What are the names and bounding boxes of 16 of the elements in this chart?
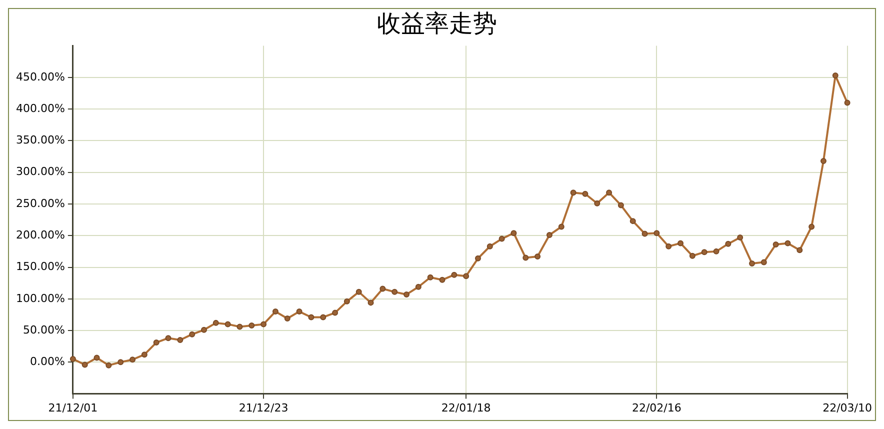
y-tick-label: 400.00% — [16, 102, 65, 115]
y-tick-label: 200.00% — [16, 228, 65, 242]
x-tick-label: 22/03/10 — [822, 401, 872, 414]
y-tick-label: 150.00% — [16, 260, 65, 274]
x-tick-label: 22/02/16 — [632, 401, 682, 414]
y-tick-label: 300.00% — [16, 165, 65, 178]
y-tick-label: 350.00% — [16, 134, 65, 147]
y-tick-label: 250.00% — [16, 196, 65, 210]
x-tick-label: 21/12/01 — [48, 401, 98, 414]
chart-title: 收益率走势 — [377, 10, 497, 38]
x-tick-label: 21/12/23 — [238, 401, 288, 414]
y-tick-label: 450.00% — [16, 70, 65, 84]
y-tick-label: 0.00% — [30, 355, 65, 368]
y-tick-label: 50.00% — [22, 323, 65, 336]
y-tick-label: 100.00% — [16, 292, 65, 305]
x-tick-label: 22/01/18 — [441, 401, 491, 414]
